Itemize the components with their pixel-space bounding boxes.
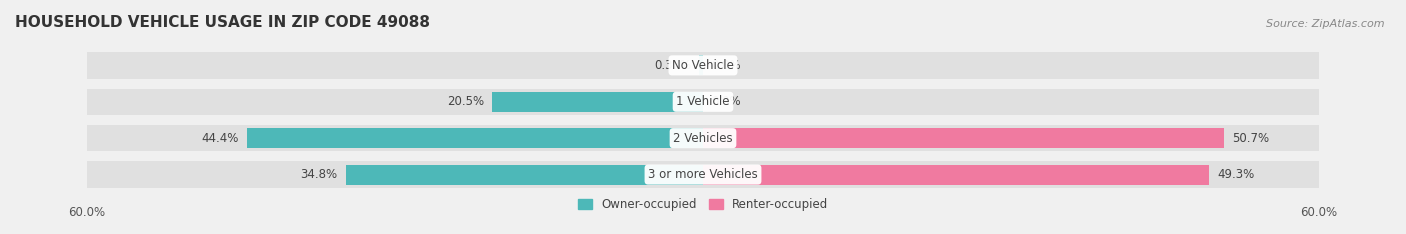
Text: 44.4%: 44.4% xyxy=(201,132,239,145)
Text: 50.7%: 50.7% xyxy=(1232,132,1270,145)
Bar xyxy=(703,52,1319,79)
Text: 20.5%: 20.5% xyxy=(447,95,484,108)
Text: 2 Vehicles: 2 Vehicles xyxy=(673,132,733,145)
Bar xyxy=(87,52,703,79)
Text: 0.0%: 0.0% xyxy=(711,59,741,72)
Legend: Owner-occupied, Renter-occupied: Owner-occupied, Renter-occupied xyxy=(572,193,834,216)
Bar xyxy=(703,161,1319,188)
Text: Source: ZipAtlas.com: Source: ZipAtlas.com xyxy=(1267,19,1385,29)
Text: 34.8%: 34.8% xyxy=(301,168,337,181)
Bar xyxy=(703,125,1319,151)
Text: 3 or more Vehicles: 3 or more Vehicles xyxy=(648,168,758,181)
Bar xyxy=(247,128,703,148)
Text: HOUSEHOLD VEHICLE USAGE IN ZIP CODE 49088: HOUSEHOLD VEHICLE USAGE IN ZIP CODE 4908… xyxy=(15,15,430,30)
Text: 49.3%: 49.3% xyxy=(1218,168,1254,181)
Text: No Vehicle: No Vehicle xyxy=(672,59,734,72)
Text: 0.0%: 0.0% xyxy=(711,95,741,108)
Bar xyxy=(492,92,703,112)
Bar xyxy=(703,128,1223,148)
Text: 0.37%: 0.37% xyxy=(654,59,690,72)
Bar xyxy=(699,55,703,75)
Bar xyxy=(346,165,703,185)
Bar xyxy=(703,165,1209,185)
Bar xyxy=(87,125,703,151)
Text: 1 Vehicle: 1 Vehicle xyxy=(676,95,730,108)
Bar xyxy=(87,161,703,188)
Bar xyxy=(703,88,1319,115)
Bar xyxy=(87,88,703,115)
